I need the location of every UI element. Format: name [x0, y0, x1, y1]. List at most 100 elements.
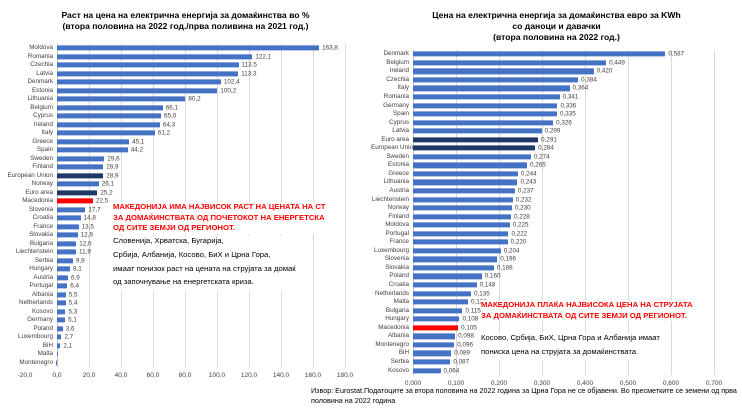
bar-row: Italy 0,364 — [371, 84, 742, 93]
category-label: Denmark — [27, 78, 53, 86]
bar — [57, 164, 104, 170]
category-label: Serbia — [34, 256, 53, 264]
category-label: Netherlands — [375, 289, 409, 297]
annotation-region-price: Косово, Србија, БиХ, Црна Гора и Албаниј… — [481, 333, 660, 361]
bar-zone: 0,587 — [413, 50, 714, 59]
value-label: 0,587 — [668, 50, 685, 58]
axis-tick-label: 0,000 — [404, 380, 422, 387]
bar-row: Norway 0,230 — [371, 204, 742, 213]
value-label: 0,128 — [471, 298, 487, 306]
bar-row: Netherlands 0,135 — [371, 289, 742, 298]
value-label: 28,9 — [106, 172, 119, 180]
price-chart: Цена на електрична енергија за домаќинст… — [371, 0, 742, 387]
bar-row: Moldova 0,225 — [371, 221, 742, 230]
bar — [57, 156, 105, 162]
axis-tick-label: 0,400 — [576, 380, 594, 387]
bar-zone: 0,237 — [413, 187, 714, 196]
value-label: 122,1 — [255, 53, 272, 61]
value-label: 45,1 — [132, 138, 145, 146]
plot-area: Moldova 163,8 Romania 122,1 Czechia 113,5 Latv… — [0, 44, 371, 367]
bar-zone: 8,1 — [57, 265, 345, 274]
bar-zone: 14,8 — [57, 214, 345, 223]
value-label: 0,384 — [581, 76, 597, 84]
bar-zone: 6,9 — [57, 274, 345, 283]
bar-row: Slovakia 12,9 — [0, 231, 371, 240]
bar-zone: 6,4 — [57, 282, 345, 291]
grid-line — [456, 50, 457, 375]
bar-row: Ireland 0,420 — [371, 67, 742, 76]
bar-row: Austria 0,237 — [371, 187, 742, 196]
category-label: Macedonia — [378, 323, 409, 331]
bar — [57, 139, 130, 145]
bar-row: Estonia 0,265 — [371, 161, 742, 170]
value-label: 5,3 — [68, 308, 78, 316]
bar — [57, 113, 161, 119]
category-label: Denmark — [383, 50, 409, 58]
axis-tick-label: 0,500 — [619, 380, 637, 387]
bar-zone: 22,5 — [57, 197, 345, 206]
chart-subtitle: (втора половина на 2022 год.) — [493, 32, 620, 42]
annotation-line: ЗА ДОМАЌИНСТВАТА ОД СИТЕ ЗЕМЈИ ОД РЕГИОН… — [481, 310, 687, 320]
axis-tick-label: 0,600 — [662, 380, 680, 387]
category-label: Poland — [33, 324, 53, 332]
bar-zone: 64,3 — [57, 121, 345, 130]
grid-line — [671, 50, 672, 375]
bar — [57, 283, 68, 289]
category-label: Kosovo — [387, 366, 409, 374]
value-label: 102,4 — [223, 78, 240, 86]
bar — [57, 266, 70, 272]
value-label: 0,105 — [461, 324, 477, 332]
bar-zone: 0,230 — [413, 204, 714, 213]
bar — [413, 205, 512, 211]
bar — [413, 265, 494, 271]
bar-row: Netherlands 5,4 — [0, 299, 371, 308]
category-label: Ireland — [33, 120, 53, 128]
bar — [57, 334, 62, 340]
value-label: 0,089 — [454, 349, 471, 357]
value-label: 0,225 — [512, 221, 529, 229]
category-label: Czechia — [30, 61, 53, 69]
value-label: 0,188 — [496, 264, 513, 272]
plot-area: Denmark 0,587 Belgium 0,449 Ireland 0,420 Czec… — [371, 50, 742, 375]
bar-row: Czechia 113,5 — [0, 61, 371, 70]
value-label: 0,335 — [560, 110, 576, 118]
category-label: Ireland — [389, 67, 409, 75]
annotation-macedonia-growth: МАКЕДОНИЈА ИМА НАЈВИСОК РАСТ НА ЦЕНАТА Н… — [113, 202, 326, 234]
bar-row: Spain 44,2 — [0, 146, 371, 155]
axis-tick-label: 0,300 — [533, 380, 551, 387]
category-label: Estonia — [31, 86, 53, 94]
value-label: 25,2 — [100, 189, 113, 197]
bar-row: Montenegro — [0, 359, 371, 368]
bar-row: Denmark 102,4 — [0, 78, 371, 87]
bar-row: Malta 0,128 — [371, 298, 742, 307]
category-label: Lithuania — [383, 178, 409, 186]
value-label: 5,1 — [68, 316, 77, 324]
category-label: Norway — [31, 180, 53, 188]
axis-tick-label: 0,200 — [490, 380, 508, 387]
bar-zone: 100,2 — [57, 87, 345, 96]
bar — [413, 350, 452, 356]
bar — [57, 215, 81, 221]
axis-tick-label: 80,0 — [178, 372, 192, 379]
value-label: 0,243 — [520, 178, 537, 186]
category-label: Serbia — [390, 357, 409, 365]
category-label: BiH — [42, 341, 53, 349]
bar-row: Luxembourg 0,204 — [371, 247, 742, 256]
bar-zone: 61,2 — [57, 129, 345, 138]
bar — [413, 179, 518, 186]
bar-row: Kosovo 0,064 — [371, 366, 742, 375]
category-label: Euro area — [381, 135, 409, 143]
category-label: Kosovo — [31, 307, 53, 315]
category-label: Slovakia — [29, 231, 53, 239]
category-label: Liechtenstein — [15, 248, 53, 256]
bar-row: Euro area 25,2 — [0, 189, 371, 198]
grid-line — [714, 50, 715, 375]
source-note: Извор: Eurostat.Податоците за втора поло… — [311, 386, 737, 406]
category-label: Poland — [389, 272, 409, 280]
value-label: 0,204 — [503, 247, 520, 255]
bar-rows: Denmark 0,587 Belgium 0,449 Ireland 0,420 Czec… — [371, 50, 742, 375]
bar-row: Norway 26,1 — [0, 180, 371, 189]
bar-row: Slovenia 0,196 — [371, 255, 742, 264]
category-label: Finland — [388, 212, 409, 220]
bar — [57, 343, 61, 349]
